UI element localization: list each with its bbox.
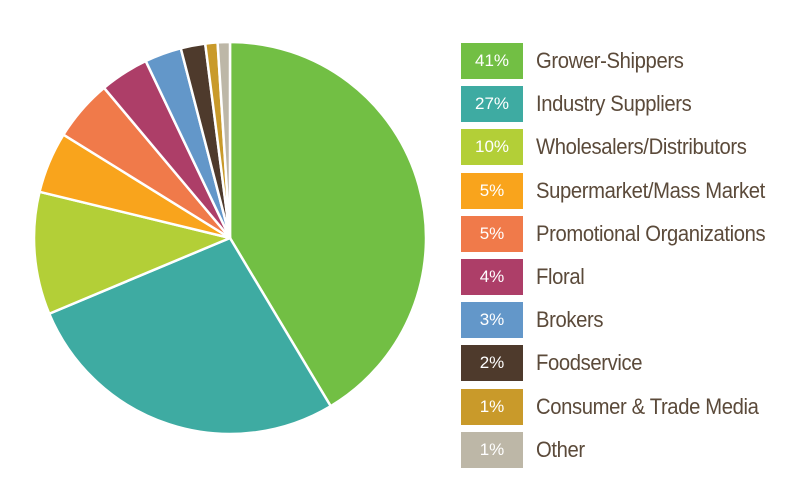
legend-label: Supermarket/Mass Market <box>536 177 765 203</box>
legend-label: Floral <box>536 263 585 289</box>
pie-slice-grower-shippers <box>228 40 428 408</box>
legend-label: Promotional Organizations <box>536 220 766 246</box>
legend-percent: 4% <box>461 258 523 295</box>
pie-slice-industry-suppliers <box>47 236 332 436</box>
legend-label: Industry Suppliers <box>536 91 692 117</box>
legend-percent: 2% <box>461 345 523 382</box>
legend-item: 5% Supermarket/Mass Market <box>461 172 796 209</box>
legend-item: 3% Brokers <box>461 302 796 339</box>
legend-label: Consumer & Trade Media <box>536 393 759 419</box>
pie-slice-other <box>216 40 232 240</box>
pie-chart <box>32 40 428 436</box>
legend-item: 1% Consumer & Trade Media <box>461 388 796 425</box>
legend-percent: 3% <box>461 302 523 339</box>
legend-label: Grower-Shippers <box>536 48 684 73</box>
legend-percent: 10% <box>461 129 523 166</box>
legend-label: Other <box>536 436 585 462</box>
legend-item: 4% Floral <box>461 258 796 295</box>
legend-percent: 5% <box>461 215 523 252</box>
legend-label: Wholesalers/Distributors <box>536 134 747 160</box>
legend-item: 41% Grower-Shippers <box>461 43 796 79</box>
legend-percent: 5% <box>461 172 523 209</box>
legend-percent: 1% <box>461 431 523 468</box>
legend-percent: 27% <box>461 86 523 123</box>
pie-slice-wholesalers-distributors <box>32 190 232 315</box>
legend-label: Foodservice <box>536 350 643 376</box>
legend-percent: 41% <box>461 43 523 79</box>
legend-percent: 1% <box>461 388 523 425</box>
legend-item: 10% Wholesalers/Distributors <box>461 129 796 166</box>
legend-item: 5% Promotional Organizations <box>461 215 796 252</box>
legend-item: 1% Other <box>461 431 796 468</box>
legend: 41% Grower-Shippers 27% Industry Suppliers 1… <box>461 43 796 475</box>
legend-item: 2% Foodservice <box>461 345 796 382</box>
legend-item: 27% Industry Suppliers <box>461 86 796 123</box>
legend-label: Brokers <box>536 307 604 333</box>
